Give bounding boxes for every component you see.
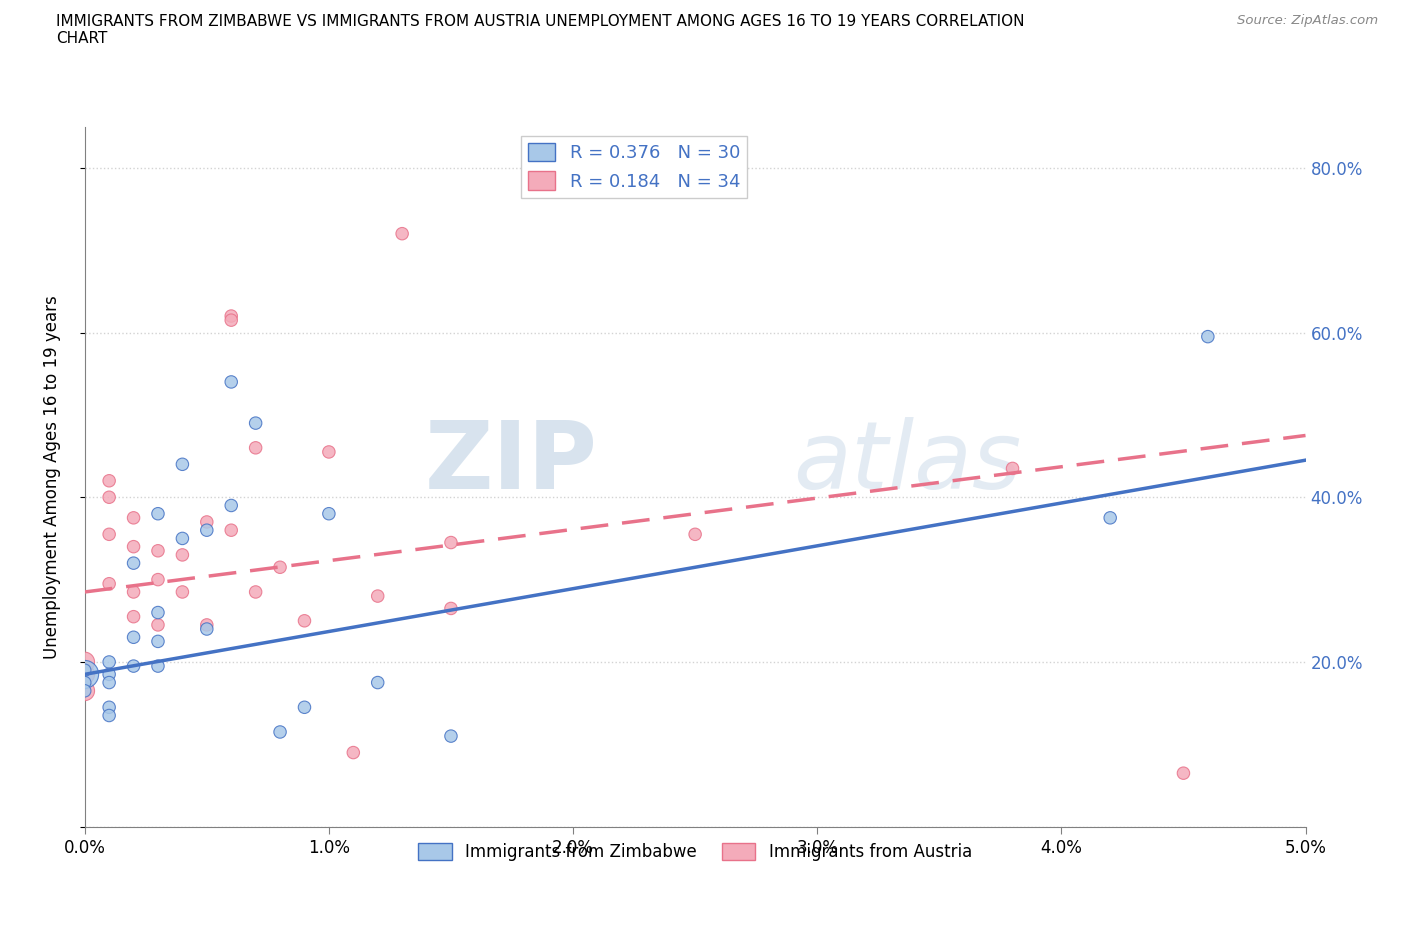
Point	[342, 745, 364, 760]
Legend: Immigrants from Zimbabwe, Immigrants from Austria: Immigrants from Zimbabwe, Immigrants fro…	[412, 836, 979, 868]
Point	[1099, 511, 1122, 525]
Point	[146, 543, 169, 558]
Point	[98, 667, 121, 682]
Point	[440, 729, 463, 744]
Point	[146, 634, 169, 649]
Point	[440, 535, 463, 550]
Point	[122, 609, 145, 624]
Point	[122, 630, 145, 644]
Point	[98, 527, 121, 542]
Point	[73, 655, 96, 670]
Point	[122, 539, 145, 554]
Point	[98, 675, 121, 690]
Point	[146, 605, 169, 620]
Y-axis label: Unemployment Among Ages 16 to 19 years: Unemployment Among Ages 16 to 19 years	[44, 295, 60, 658]
Point	[269, 560, 291, 575]
Point	[98, 700, 121, 715]
Point	[146, 572, 169, 587]
Point	[195, 514, 218, 529]
Point	[146, 618, 169, 632]
Point	[172, 531, 194, 546]
Point	[1173, 765, 1195, 780]
Point	[1197, 329, 1219, 344]
Point	[73, 667, 96, 682]
Point	[219, 498, 242, 513]
Point	[98, 708, 121, 723]
Point	[98, 577, 121, 591]
Point	[245, 585, 267, 600]
Point	[98, 655, 121, 670]
Text: IMMIGRANTS FROM ZIMBABWE VS IMMIGRANTS FROM AUSTRIA UNEMPLOYMENT AMONG AGES 16 T: IMMIGRANTS FROM ZIMBABWE VS IMMIGRANTS F…	[56, 14, 1025, 46]
Point	[73, 663, 96, 678]
Point	[146, 658, 169, 673]
Point	[122, 556, 145, 571]
Point	[172, 548, 194, 563]
Point	[367, 675, 389, 690]
Point	[367, 589, 389, 604]
Point	[219, 312, 242, 327]
Point	[219, 523, 242, 538]
Point	[172, 585, 194, 600]
Point	[73, 684, 96, 698]
Point	[122, 511, 145, 525]
Point	[318, 506, 340, 521]
Point	[294, 614, 316, 629]
Point	[245, 441, 267, 456]
Point	[1001, 461, 1024, 476]
Point	[195, 523, 218, 538]
Point	[195, 621, 218, 636]
Point	[440, 601, 463, 616]
Point	[391, 226, 413, 241]
Point	[195, 618, 218, 632]
Point	[269, 724, 291, 739]
Text: ZIP: ZIP	[425, 417, 598, 509]
Text: atlas: atlas	[793, 418, 1021, 508]
Point	[219, 375, 242, 390]
Point	[73, 667, 96, 682]
Point	[219, 309, 242, 324]
Point	[73, 675, 96, 690]
Point	[98, 473, 121, 488]
Point	[122, 658, 145, 673]
Point	[146, 506, 169, 521]
Point	[98, 490, 121, 505]
Text: Source: ZipAtlas.com: Source: ZipAtlas.com	[1237, 14, 1378, 27]
Point	[318, 445, 340, 459]
Point	[122, 585, 145, 600]
Point	[73, 684, 96, 698]
Point	[245, 416, 267, 431]
Point	[294, 700, 316, 715]
Point	[683, 527, 706, 542]
Point	[172, 457, 194, 472]
